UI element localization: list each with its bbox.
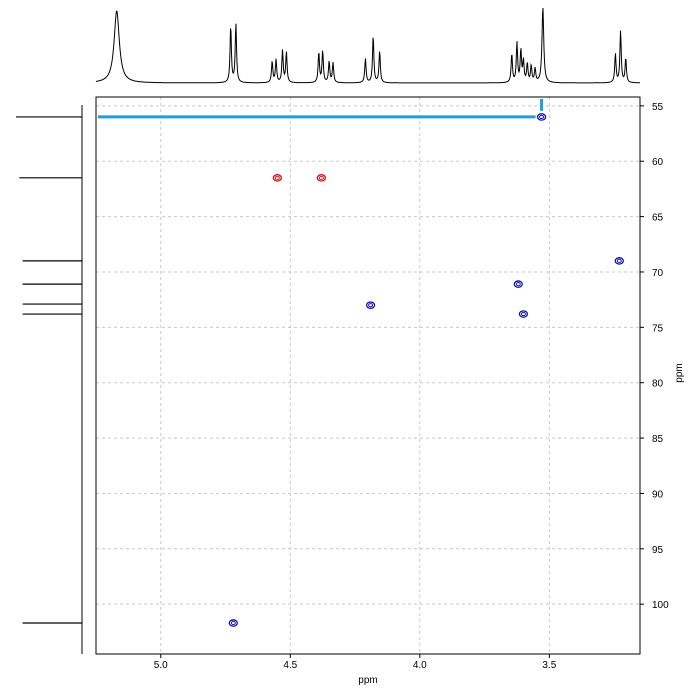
y-axis-title: ppm	[674, 363, 685, 382]
contour-inner	[520, 311, 526, 317]
axis-ticks: 5.0 4.5 4.0 3.5 55 60 65 70 75 80 85 90 95 100	[154, 102, 669, 671]
y-tick-label: 65	[652, 213, 664, 224]
y-tick-label: 70	[652, 268, 664, 279]
contour-outer	[536, 113, 547, 121]
cross-peak	[614, 257, 624, 265]
y-tick-label: 90	[652, 489, 664, 500]
cross-peak	[365, 301, 376, 310]
y-tick-label: 95	[652, 545, 664, 556]
y-tick-label: 55	[652, 102, 664, 113]
x-tick-label: 4.5	[283, 660, 297, 671]
contour-outer	[365, 301, 376, 310]
contour-outer	[614, 257, 624, 265]
proton-spectrum-trace	[95, 7, 640, 84]
y-tick-label: 80	[652, 379, 664, 390]
x-tick-label: 3.5	[542, 660, 556, 671]
contour-inner	[616, 258, 622, 263]
cross-peaks	[228, 113, 624, 627]
contour-inner	[368, 303, 374, 308]
contour-inner	[318, 175, 324, 180]
cross-peak	[513, 280, 523, 288]
grid-lines	[96, 97, 640, 654]
x-axis-title: ppm	[358, 675, 377, 686]
contour-inner	[274, 175, 280, 180]
contour-outer	[272, 173, 282, 182]
contour-inner	[230, 620, 236, 626]
highlight-markers	[98, 99, 544, 119]
y-tick-label: 75	[652, 323, 664, 334]
contour-outer	[228, 619, 238, 627]
contour-outer	[513, 280, 523, 288]
contour-outer	[316, 173, 327, 182]
plot-frame	[95, 96, 641, 655]
contour-inner	[515, 282, 521, 287]
cross-peak	[228, 619, 238, 627]
y-tick-label: 100	[652, 600, 669, 611]
y-tick-label: 85	[652, 434, 664, 445]
proton-projection	[95, 7, 640, 84]
carbon-projection	[16, 105, 83, 654]
x-tick-label: 5.0	[154, 660, 168, 671]
contour-outer	[518, 310, 529, 318]
y-tick-label: 60	[652, 157, 664, 168]
cross-peak	[518, 310, 529, 318]
cross-peak	[316, 173, 327, 182]
cross-peak	[272, 173, 282, 182]
contour-inner	[539, 114, 545, 120]
x-tick-label: 4.0	[413, 660, 427, 671]
cross-peak	[536, 113, 547, 121]
